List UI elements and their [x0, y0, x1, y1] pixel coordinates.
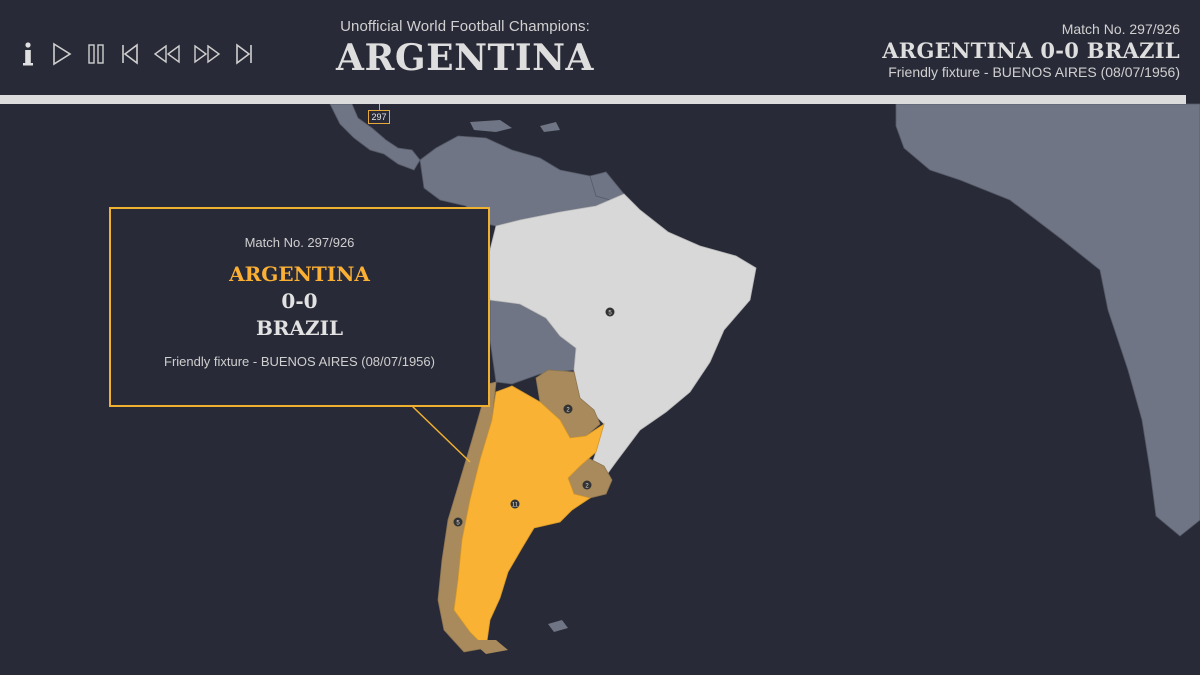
svg-text:2: 2 — [566, 408, 570, 414]
fast-forward-icon — [194, 44, 221, 64]
caribbean-island — [470, 120, 512, 132]
badge-brazil: 5 — [605, 307, 615, 317]
skip-to-start-button[interactable] — [118, 40, 142, 68]
tooltip-home-team: ARGENTINA — [229, 262, 370, 286]
playback-controls — [16, 40, 256, 68]
svg-text:5: 5 — [608, 311, 612, 317]
match-info: Match No. 297/926 ARGENTINA 0-0 BRAZIL F… — [882, 21, 1180, 80]
tooltip-match-number: Match No. 297/926 — [244, 235, 355, 250]
timeline-marker-line — [379, 104, 380, 110]
tooltip-away-team: BRAZIL — [255, 316, 344, 340]
info-icon — [23, 42, 33, 66]
tooltip-score: 0-0 — [281, 289, 318, 313]
play-icon — [53, 42, 72, 66]
timeline-marker[interactable]: 297 — [368, 110, 390, 124]
svg-text:5: 5 — [456, 521, 460, 527]
badge-chile: 5 — [453, 517, 463, 527]
africa — [895, 103, 1200, 537]
pause-icon — [88, 44, 104, 64]
pause-button[interactable] — [84, 40, 108, 68]
skip-to-end-button[interactable] — [232, 40, 256, 68]
fast-forward-button[interactable] — [192, 40, 222, 68]
badge-argentina: 11 — [510, 499, 520, 509]
tooltip-pointer — [411, 405, 471, 463]
svg-text:11: 11 — [512, 503, 519, 509]
falkland-islands — [548, 620, 568, 632]
svg-text:2: 2 — [585, 484, 589, 490]
tierra-del-fuego — [470, 640, 508, 654]
title-block: Unofficial World Football Champions: ARG… — [300, 18, 630, 79]
play-button[interactable] — [50, 40, 74, 68]
match-result: ARGENTINA 0-0 BRAZIL — [882, 38, 1180, 63]
info-button[interactable] — [16, 40, 40, 68]
page-subtitle: Unofficial World Football Champions: — [340, 18, 590, 35]
skip-to-end-icon — [236, 43, 252, 65]
rewind-icon — [153, 44, 180, 64]
rewind-button[interactable] — [152, 40, 182, 68]
badge-uruguay: 2 — [582, 480, 592, 490]
brazil[interactable] — [485, 193, 757, 485]
badge-paraguay: 2 — [563, 404, 573, 414]
top-bar: Unofficial World Football Champions: ARG… — [0, 0, 1200, 94]
match-fixture: Friendly fixture - BUENOS AIRES (08/07/1… — [888, 64, 1180, 80]
champion-name: ARGENTINA — [336, 37, 594, 79]
skip-to-start-icon — [122, 43, 138, 65]
match-number: Match No. 297/926 — [1061, 21, 1180, 37]
caribbean-island — [540, 122, 560, 132]
timeline-bar[interactable] — [0, 95, 1186, 104]
argentina[interactable] — [453, 385, 605, 649]
tooltip-fixture: Friendly fixture - BUENOS AIRES (08/07/1… — [164, 354, 435, 369]
match-tooltip: Match No. 297/926 ARGENTINA 0-0 BRAZIL F… — [109, 207, 490, 407]
